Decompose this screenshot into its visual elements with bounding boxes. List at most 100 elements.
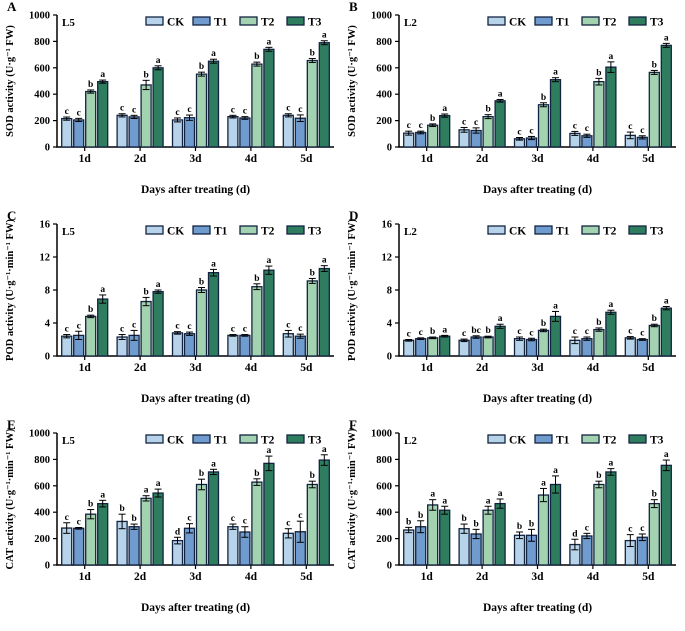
y-tick-label: 16	[40, 220, 51, 231]
sig-letter: b	[418, 511, 423, 521]
sig-letter: b	[310, 268, 315, 278]
bar-T2	[306, 59, 318, 148]
y-axis-title: CAT activity (U·g⁻¹·min⁻¹ FW)	[5, 428, 16, 569]
x-tick-label: 4d	[245, 362, 258, 374]
x-tick-label: 1d	[79, 571, 92, 583]
bar-T2	[648, 71, 660, 148]
dataset-label: L2	[404, 226, 417, 238]
legend-label-ck: CK	[509, 226, 526, 238]
x-tick-label: 3d	[189, 362, 202, 374]
legend-label-ck: CK	[167, 17, 184, 29]
panel-d: 0 4 8 12 16 1d 2d 3d 4d 5d c c c c c c bc c c c b b b b b a a a a a CK…	[342, 208, 685, 417]
sig-letter: b	[254, 52, 259, 62]
y-tick-label: 1000	[29, 11, 50, 22]
sig-letter: c	[474, 118, 478, 128]
sig-letter: a	[664, 297, 669, 307]
sig-letter: b	[199, 469, 204, 479]
legend-label-ck: CK	[167, 435, 184, 447]
y-tick-label: 200	[376, 534, 392, 545]
sig-letter: c	[407, 121, 411, 131]
panel-b: 0 200 400 600 800 1000 1d 2d 3d 4d 5d c c c c c c c c c c b b b…	[342, 0, 685, 208]
bar-T1	[73, 527, 85, 566]
y-tick-label: 0	[45, 352, 50, 363]
sig-letter: b	[88, 500, 93, 510]
bar-CK	[403, 529, 415, 566]
sig-letter: b	[406, 517, 411, 527]
sig-letter: c	[187, 105, 191, 115]
y-tick-label: 16	[382, 220, 393, 231]
panel-letter: D	[349, 209, 358, 223]
sig-letter: a	[156, 56, 161, 66]
bar-T1	[581, 338, 593, 357]
y-tick-label: 400	[376, 90, 392, 101]
panel-letter: B	[349, 0, 358, 14]
bar-T3	[605, 471, 617, 566]
legend-label-t1: T1	[214, 226, 228, 238]
bar-T1	[239, 334, 251, 357]
sig-letter: c	[640, 126, 644, 136]
sig-letter: a	[553, 68, 558, 78]
bar-T3	[439, 114, 451, 148]
sig-letter: c	[585, 523, 589, 533]
bar-T3	[605, 66, 617, 148]
bar-T2	[648, 324, 660, 357]
sig-letter: c	[243, 325, 247, 335]
sig-letter: a	[267, 446, 272, 456]
bar-T2	[593, 328, 605, 357]
y-tick-label: 400	[376, 508, 392, 519]
x-tick-label: 2d	[134, 153, 147, 165]
bar-T1	[128, 526, 140, 566]
sig-letter: c	[462, 117, 466, 127]
sig-letter: b	[430, 327, 435, 337]
legend-swatch-ck	[145, 225, 164, 235]
sig-letter: b	[596, 68, 601, 78]
legend-label-t1: T1	[214, 17, 228, 29]
x-tick-label: 5d	[642, 571, 655, 583]
legend-label-t3: T3	[308, 435, 322, 447]
legend-label-t3: T3	[308, 17, 322, 29]
sig-letter: b	[541, 319, 546, 329]
sig-letter: c	[462, 329, 466, 339]
sig-letter: c	[517, 327, 521, 337]
sig-letter: b	[430, 114, 435, 124]
bar-CK	[61, 117, 73, 148]
legend-label-t2: T2	[603, 226, 617, 238]
sig-letter: a	[211, 259, 216, 269]
sig-letter: c	[243, 517, 247, 527]
legend-swatch-t1	[192, 225, 211, 235]
legend-swatch-t3	[286, 225, 305, 235]
sig-letter: a	[100, 490, 105, 500]
y-tick-label: 4	[45, 319, 51, 330]
panel-letter: E	[7, 418, 16, 432]
sig-letter: b	[652, 314, 657, 324]
sig-letter: c	[77, 518, 81, 528]
bar-CK	[282, 114, 294, 148]
legend-swatch-ck	[145, 434, 164, 444]
bar-T1	[636, 536, 648, 566]
bar-T2	[537, 329, 550, 357]
sig-letter: c	[529, 126, 533, 136]
sig-letter: b	[131, 514, 136, 524]
sig-letter: c	[407, 330, 411, 340]
bar-T3	[660, 44, 672, 148]
legend-swatch-t2	[239, 225, 258, 235]
y-tick-label: 0	[387, 143, 392, 154]
bar-T1	[73, 119, 85, 148]
bar-T3	[439, 335, 451, 357]
panel-f: 0 200 400 600 800 1000 1d 2d 3d 4d 5d b b b d c b b b c c a a a…	[342, 417, 685, 626]
y-tick-label: 600	[376, 481, 392, 492]
y-axis-title: SOD activity (U·g⁻¹ FW)	[347, 25, 358, 137]
panel-letter: A	[7, 0, 17, 14]
legend-label-t3: T3	[308, 226, 322, 238]
sig-letter: c	[77, 321, 81, 331]
sig-letter: c	[286, 519, 290, 529]
panel-e: 0 200 400 600 800 1000 1d 2d 3d 4d 5d c b d c c c b c c c b a b…	[0, 417, 342, 626]
sig-letter: b	[517, 522, 522, 532]
bar-CK	[458, 339, 470, 357]
legend-swatch-t1	[534, 16, 553, 26]
sig-letter: c	[120, 325, 124, 335]
sig-letter: c	[65, 107, 69, 117]
y-tick-label: 400	[34, 508, 50, 519]
